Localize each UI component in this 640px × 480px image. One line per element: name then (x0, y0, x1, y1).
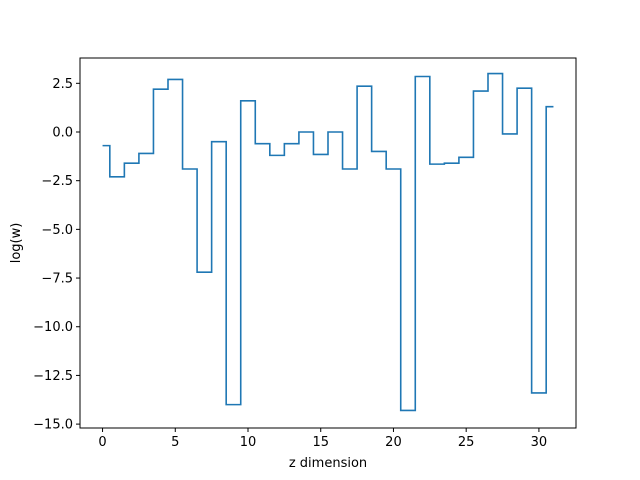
x-tick-label: 30 (531, 435, 548, 450)
y-tick-label: −7.5 (41, 272, 73, 287)
series-layer (102, 72, 554, 412)
y-tick-label: −15.0 (33, 418, 73, 433)
y-axis-ticks: −15.0 −12.5 −10.0 −7.5 −5.0 −2.5 0.0 2.5 (33, 77, 80, 433)
x-tick-label: 15 (312, 435, 329, 450)
y-tick-label: −10.0 (33, 320, 73, 335)
series-line (102, 72, 554, 412)
x-axis-ticks: 0 5 10 15 20 25 30 (98, 428, 547, 450)
x-tick-label: 20 (385, 435, 402, 450)
plot-area (80, 58, 576, 428)
x-tick-label: 5 (171, 435, 179, 450)
y-tick-label: 2.5 (52, 77, 73, 92)
x-axis-label: z dimension (289, 456, 367, 471)
y-tick-label: −5.0 (41, 223, 73, 238)
y-axis-label: log(w) (9, 223, 24, 264)
y-tick-label: −12.5 (33, 369, 73, 384)
x-tick-label: 0 (98, 435, 106, 450)
y-tick-label: 0.0 (52, 126, 73, 141)
y-tick-label: −2.5 (41, 174, 73, 189)
x-tick-label: 25 (458, 435, 475, 450)
plot-frame (79, 57, 577, 429)
x-tick-label: 10 (240, 435, 257, 450)
